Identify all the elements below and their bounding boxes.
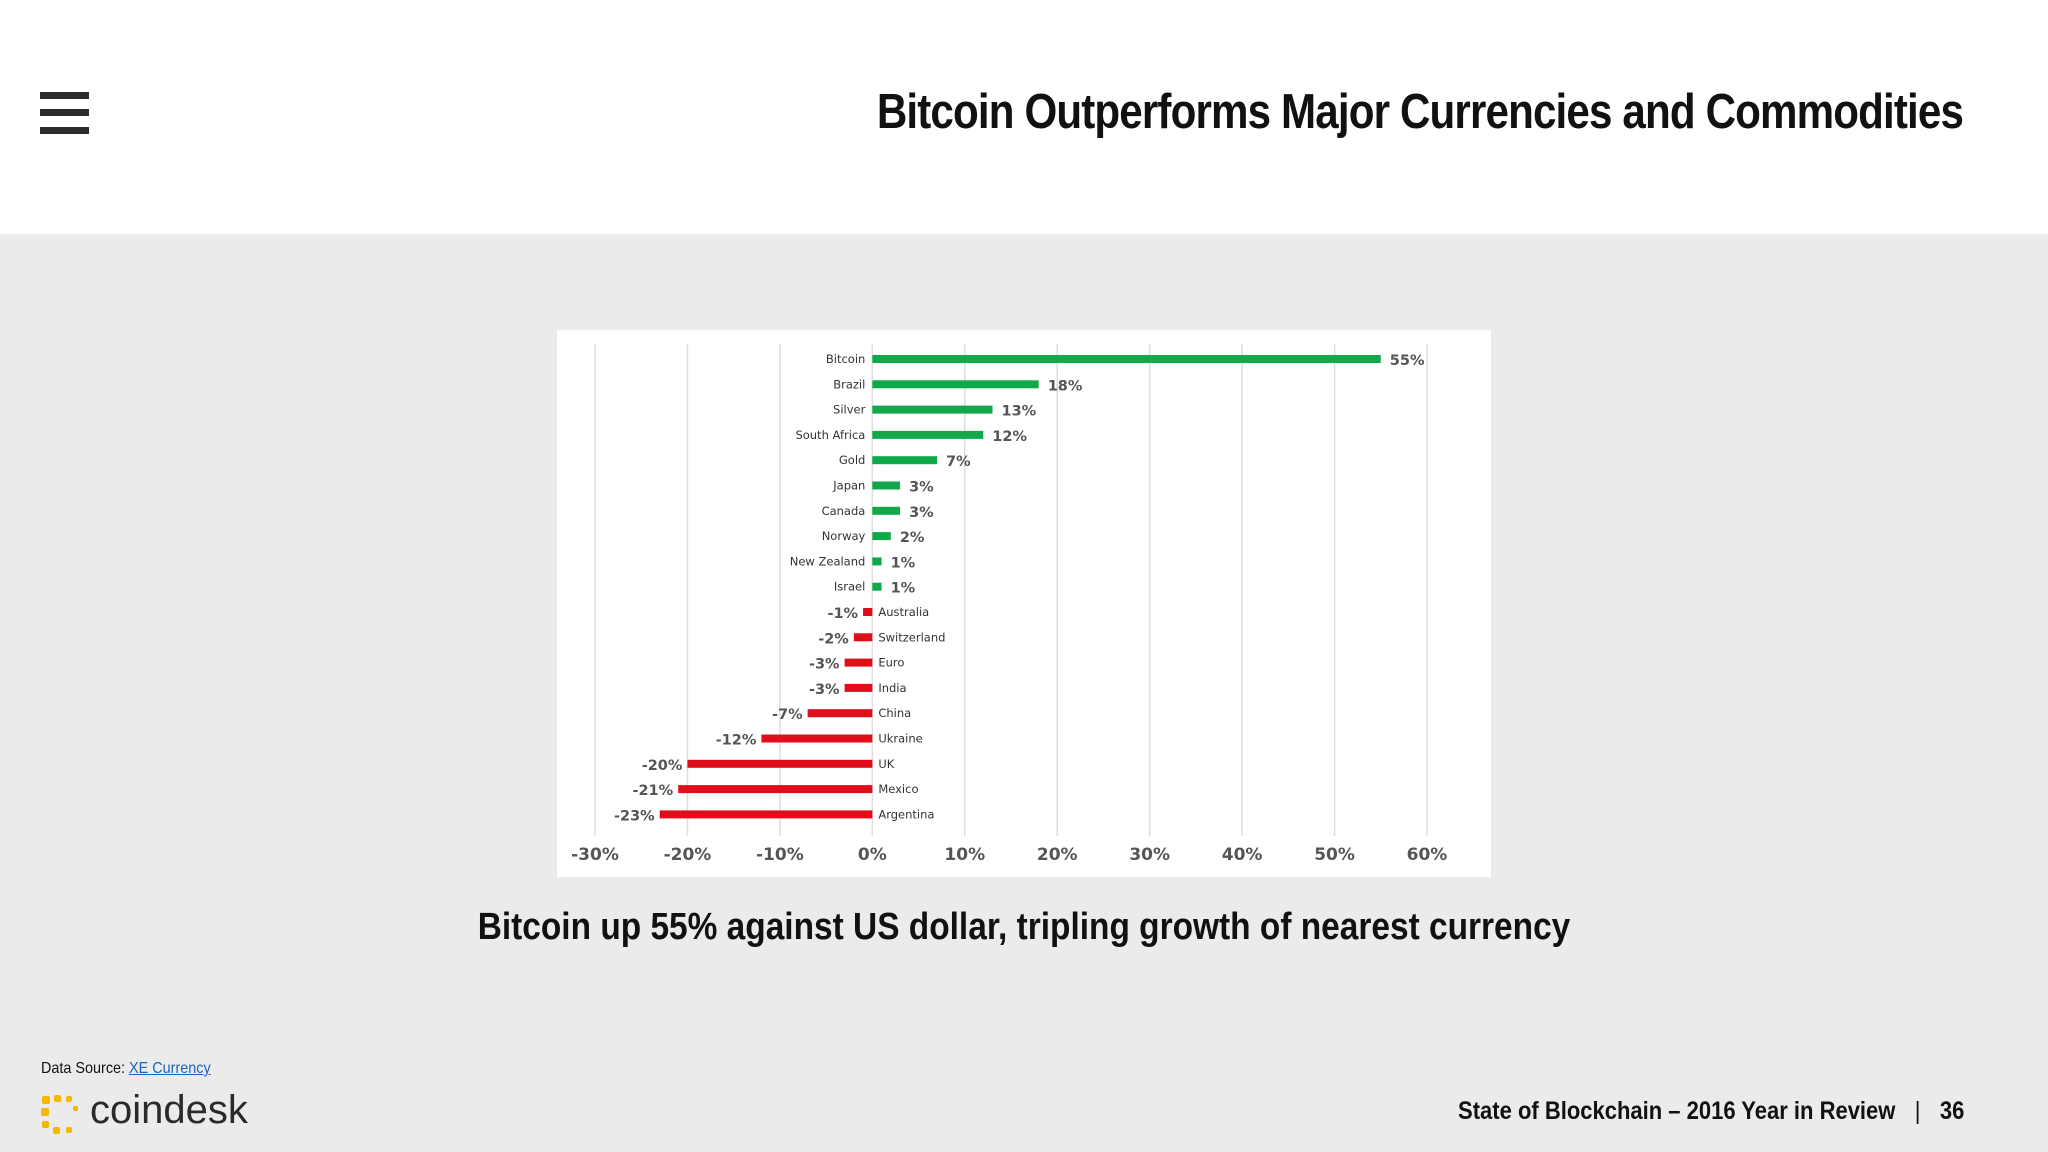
bar [872,355,1381,363]
bar [872,582,882,591]
x-tick-label: -20% [664,845,712,865]
coindesk-logo-icon [41,1095,78,1134]
x-tick-label: -10% [756,845,804,865]
data-label: 3% [909,505,934,521]
x-tick-label: 40% [1222,845,1263,865]
data-label: 7% [946,454,971,470]
bar [678,785,873,794]
bar [872,430,984,439]
bar [872,405,993,414]
x-tick-label: -30% [571,845,619,865]
bar [872,557,882,566]
bar [872,380,1039,389]
category-label: Australia [878,605,929,619]
slide-header: Bitcoin Outperforms Major Currencies and… [0,0,2048,234]
chart-caption: Bitcoin up 55% against US dollar, tripli… [477,906,1571,948]
category-label: Bitcoin [826,352,865,366]
bar [807,709,873,718]
data-label: -1% [827,606,858,622]
category-label: Japan [832,479,865,493]
bar [872,481,901,490]
data-label: 2% [900,530,925,546]
bar [872,506,901,515]
category-label: Gold [839,453,865,467]
x-tick-label: 0% [858,845,887,865]
bar [844,683,873,692]
bar [853,633,873,642]
category-label: South Africa [795,428,865,442]
footer-separator: | [1914,1097,1921,1125]
category-label: India [878,681,906,695]
category-label: Argentina [878,807,934,821]
hamburger-menu-icon[interactable] [40,92,89,134]
bar [872,456,938,465]
chart-panel: -30% -20% -10% 0% 10% 20% 30% 40% 50% 60% Bitcoin 5… [557,330,1491,877]
x-tick-label: 50% [1314,845,1355,865]
category-label: Euro [878,656,904,670]
category-label: UK [878,757,894,771]
data-source-label: Data Source: [41,1060,126,1077]
data-label: 13% [1002,404,1037,420]
x-tick-label: 20% [1037,845,1078,865]
x-tick-label: 30% [1129,845,1170,865]
category-label: Ukraine [878,732,922,746]
data-label: 55% [1390,353,1425,369]
data-label: 1% [891,555,916,571]
data-label: -20% [642,758,683,774]
coindesk-logo-text: coindesk [90,1088,248,1132]
slide-title: Bitcoin Outperforms Major Currencies and… [876,85,1964,139]
data-label: 12% [992,429,1027,445]
bar-chart: -30% -20% -10% 0% 10% 20% 30% 40% 50% 60% Bitcoin 5… [571,344,1448,865]
data-label: -7% [772,707,803,723]
category-label: Switzerland [878,630,945,644]
category-label: Silver [833,403,866,417]
x-tick-label: 60% [1407,845,1448,865]
bar [761,734,873,743]
data-source: Data Source: XE Currency [41,1060,211,1078]
data-source-link[interactable]: XE Currency [129,1060,211,1077]
bar [872,532,891,541]
category-label: New Zealand [790,554,866,568]
category-label: Brazil [833,377,865,391]
data-label: 3% [909,480,934,496]
category-label: Mexico [878,782,918,796]
footer-report-title: State of Blockchain – 2016 Year in Revie… [1457,1097,1896,1125]
footer: State of Blockchain – 2016 Year in Revie… [1458,1097,1964,1126]
data-label: 18% [1048,378,1083,394]
bar [659,810,873,819]
data-label: -3% [809,657,840,673]
data-label: -12% [716,733,757,749]
data-label: -3% [809,682,840,698]
data-label: -23% [614,808,655,824]
bar [687,759,873,768]
category-label: Norway [822,529,866,543]
x-tick-label: 10% [944,845,985,865]
category-label: Israel [834,580,865,594]
data-label: -21% [632,783,673,799]
data-label: -2% [818,631,849,647]
bar [844,658,873,667]
category-label: Canada [822,504,866,518]
bar [863,608,873,616]
page-number: 36 [1939,1097,1964,1125]
data-label: 1% [891,581,916,597]
category-label: China [878,706,911,720]
